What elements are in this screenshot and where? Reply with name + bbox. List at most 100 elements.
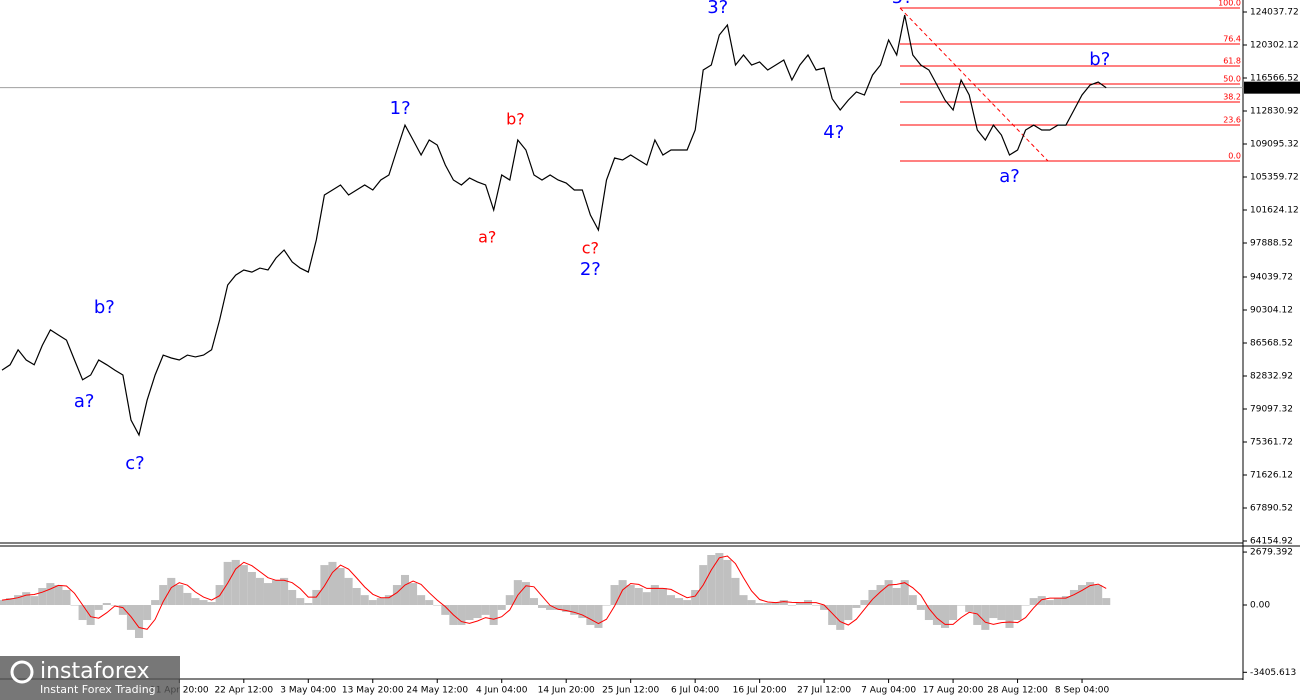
macd-bar (965, 605, 974, 612)
x-tick-label: 3 May 04:00 (280, 686, 336, 696)
macd-bar (94, 605, 103, 610)
macd-bar (836, 605, 845, 630)
macd-bar (1069, 589, 1079, 606)
macd-bar (344, 577, 353, 606)
logo-icon (10, 660, 34, 684)
y-tick-label: 124037.72 (1250, 7, 1299, 17)
wave-label: b? (94, 297, 115, 318)
macd-bar (409, 583, 418, 606)
x-tick-label: 6 Jul 04:00 (671, 686, 720, 696)
x-tick-label: 14 Jun 20:00 (538, 686, 595, 696)
macd-bar (1102, 598, 1111, 606)
macd-bar (707, 555, 716, 606)
y-tick-label: 94039.72 (1250, 273, 1293, 283)
macd-bar (763, 603, 772, 606)
macd-bar (795, 603, 804, 606)
y-tick-label: 101624.12 (1250, 206, 1299, 216)
macd-bar (521, 582, 530, 606)
macd-bar (102, 603, 111, 606)
macd-bar (683, 600, 692, 606)
macd-bar (134, 605, 144, 639)
wave-label: b? (1089, 49, 1110, 70)
wave-label: a? (478, 228, 496, 247)
macd-bar (1037, 596, 1046, 606)
macd-bar (1013, 605, 1022, 621)
macd-bar (46, 583, 55, 606)
wave-label: a? (999, 166, 1020, 187)
macd-bar (884, 580, 893, 606)
macd-bar (828, 605, 837, 625)
macd-bar (868, 589, 877, 606)
macd-bar (433, 605, 442, 606)
x-tick-label: 28 Aug 12:00 (987, 686, 1048, 696)
macd-bar (1094, 585, 1103, 606)
macd-bar (618, 580, 627, 606)
current-price-box (1244, 81, 1300, 94)
y-tick-label: 109095.32 (1250, 140, 1299, 150)
logo-brand: instaforex (40, 659, 150, 684)
macd-bar (457, 605, 466, 625)
macd-bar (731, 577, 740, 606)
macd-bar (900, 580, 909, 606)
macd-bar (54, 585, 63, 606)
macd-bar (634, 588, 643, 606)
macd-bar (650, 585, 659, 606)
y-tick-label: 0.00 (1250, 601, 1270, 611)
macd-bar (578, 605, 587, 619)
macd-bar (1005, 605, 1014, 628)
fib-label: 50.0 (1223, 74, 1241, 83)
macd-bar (989, 605, 998, 619)
macd-bar (1045, 600, 1054, 606)
macd-bar (376, 598, 385, 606)
macd-bar (239, 565, 248, 606)
macd-bar (860, 600, 869, 606)
macd-bar (368, 600, 377, 606)
macd-bar (425, 600, 434, 606)
y-tick-label: 116566.52 (1250, 74, 1299, 84)
macd-bar (118, 605, 127, 615)
macd-bar (328, 561, 337, 606)
macd-bar (0, 600, 7, 606)
price-line (1, 14, 1107, 437)
macd-bar (1053, 598, 1062, 606)
macd-bar (755, 603, 764, 606)
macd-bar (642, 592, 651, 606)
macd-bar (1029, 598, 1038, 606)
macd-bar (151, 600, 160, 606)
macd-bar (997, 605, 1006, 621)
x-tick-label: 24 May 12:00 (406, 686, 468, 696)
macd-bar (6, 598, 15, 606)
macd-bar (14, 595, 23, 606)
fib-label: 76.4 (1223, 35, 1241, 44)
wave-label: b? (506, 110, 525, 129)
x-tick-label: 4 Jun 04:00 (476, 686, 528, 696)
macd-bar (481, 605, 490, 615)
macd-bar (957, 605, 966, 606)
wave-label: 3? (707, 0, 728, 18)
macd-bar (513, 580, 522, 606)
wave-label: 1? (390, 98, 411, 119)
macd-bar (610, 585, 619, 606)
macd-bar (916, 605, 925, 610)
y-tick-label: 105359.72 (1250, 173, 1299, 183)
x-tick-label: 8 Sep 04:00 (1055, 686, 1110, 696)
macd-bar (78, 605, 87, 621)
y-tick-label: 67890.52 (1250, 504, 1293, 514)
macd-bar (288, 589, 297, 606)
macd-bar (691, 589, 700, 606)
y-tick-label: 86568.52 (1250, 339, 1293, 349)
macd-bar (908, 595, 917, 606)
macd-bar (159, 585, 168, 606)
macd-bar (505, 595, 514, 606)
fib-label: 100.0 (1218, 0, 1241, 8)
y-tick-label: 2679.392 (1250, 548, 1293, 558)
y-tick-label: 79097.32 (1250, 405, 1293, 415)
macd-bar (199, 600, 208, 606)
macd-bar (594, 605, 603, 628)
macd-bar (255, 577, 264, 606)
macd-bar (876, 585, 885, 606)
y-tick-label: 90304.12 (1250, 306, 1293, 316)
y-tick-label: -3405.613 (1250, 668, 1296, 678)
y-tick-label: 112830.92 (1250, 107, 1299, 117)
